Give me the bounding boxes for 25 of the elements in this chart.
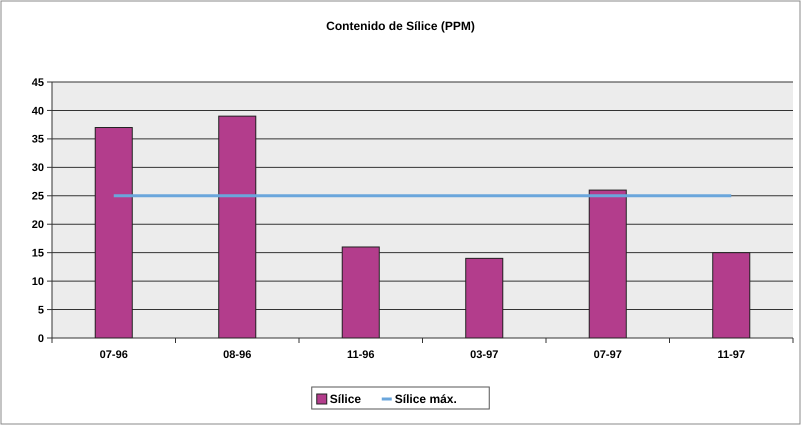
y-tick-label: 40 — [32, 105, 44, 118]
y-tick-label: 0 — [38, 332, 44, 345]
y-tick-label: 45 — [32, 76, 44, 89]
y-tick-label: 30 — [32, 162, 44, 174]
x-tick-label: 11-96 — [346, 349, 375, 361]
y-tick-label: 5 — [38, 304, 44, 316]
y-tick-label: 20 — [32, 219, 44, 232]
x-tick-label: 07-96 — [100, 349, 128, 361]
y-tick-label: 10 — [32, 276, 44, 288]
y-tick-label: 15 — [32, 248, 44, 260]
x-tick-label: 03-97 — [470, 349, 498, 361]
chart-title: Contenido de Sílice (PPM) — [326, 19, 475, 33]
bar — [588, 190, 627, 338]
y-tick-label: 35 — [32, 134, 44, 146]
x-tick-label: 08-96 — [223, 349, 252, 361]
legend-label: Sílice máx. — [394, 392, 457, 406]
bar — [465, 258, 504, 338]
y-tick-label: 25 — [32, 190, 44, 203]
legend-label: Sílice — [330, 392, 362, 406]
x-tick-label: 07-97 — [594, 349, 622, 361]
x-tick-label: 11-97 — [717, 349, 746, 361]
bar — [342, 246, 380, 338]
bar — [218, 116, 256, 338]
bar — [712, 252, 750, 338]
bar — [94, 127, 133, 338]
